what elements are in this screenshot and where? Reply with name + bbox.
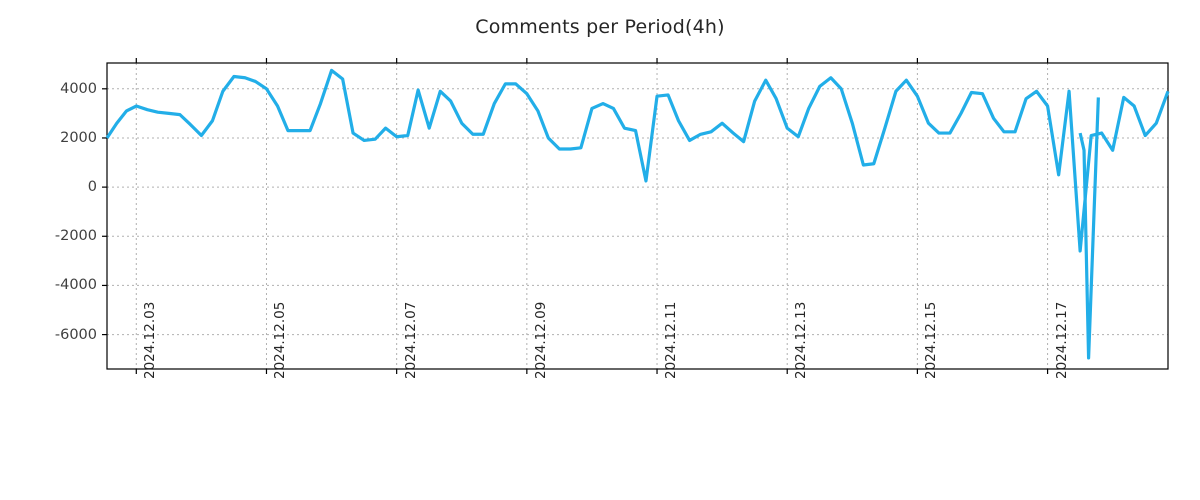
plot-frame xyxy=(106,62,1169,370)
x-tick-label: 2024.12.07 xyxy=(402,301,419,379)
deepest-dip-segment xyxy=(1078,97,1100,360)
x-tick-label: 2024.12.03 xyxy=(142,301,159,379)
y-tick-label: -4000 xyxy=(54,277,97,294)
x-tick-label: 2024.12.11 xyxy=(663,301,680,379)
data-line-comments-per-period xyxy=(105,68,1170,253)
y-tick-label: 4000 xyxy=(60,80,97,97)
y-tick-label: -6000 xyxy=(54,326,97,343)
grid-lines xyxy=(107,63,1168,369)
x-tick-label: 2024.12.17 xyxy=(1053,301,1070,379)
y-tick-label: -2000 xyxy=(54,228,97,245)
x-tick-label: 2024.12.15 xyxy=(923,301,940,379)
x-tick-label: 2024.12.05 xyxy=(272,301,289,379)
axis-ticks xyxy=(102,58,1049,374)
y-tick-label: 0 xyxy=(87,179,97,196)
y-tick-label: 2000 xyxy=(60,129,97,146)
x-tick-label: 2024.12.13 xyxy=(793,301,810,379)
x-tick-label: 2024.12.09 xyxy=(532,301,549,379)
chart-title: Comments per Period(4h) xyxy=(475,16,725,38)
